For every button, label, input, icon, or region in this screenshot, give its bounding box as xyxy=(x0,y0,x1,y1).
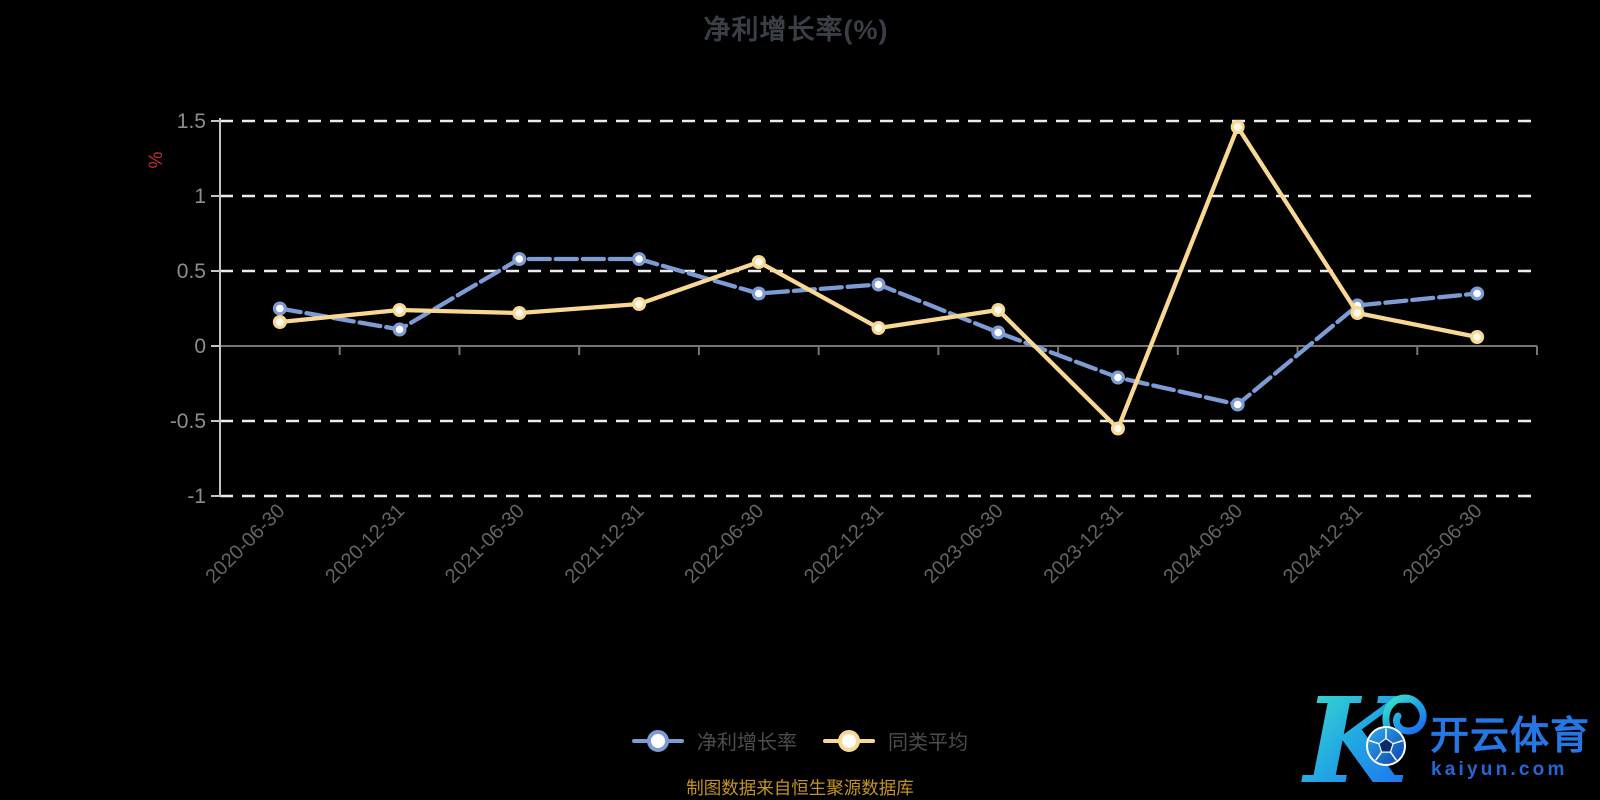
data-point-marker xyxy=(392,322,407,337)
data-point-marker xyxy=(1230,397,1245,412)
legend-marker-net-profit-growth xyxy=(632,729,684,752)
legend-marker-dot xyxy=(838,729,860,752)
data-point-marker xyxy=(991,303,1006,318)
data-point-marker xyxy=(1350,306,1365,321)
soccer-ball-icon xyxy=(1366,726,1406,766)
y-axis-tick-label: 0.5 xyxy=(177,260,206,283)
data-point-marker xyxy=(871,277,886,292)
data-point-marker xyxy=(272,315,287,330)
y-axis-tick-label: -1 xyxy=(187,485,206,508)
x-axis-label: 2023-12-31 xyxy=(1040,500,1128,588)
logo-brand-text: 开云体育 xyxy=(1430,715,1590,758)
data-point-marker xyxy=(1470,286,1485,301)
chart-legend: 净利增长率 同类平均 xyxy=(0,726,1600,755)
x-axis-label: 2020-06-30 xyxy=(201,500,289,588)
y-axis-tick-label: 1.5 xyxy=(177,110,206,133)
legend-item-net-profit-growth[interactable]: 净利增长率 xyxy=(632,726,797,755)
data-point-marker xyxy=(392,303,407,318)
data-point-marker xyxy=(632,297,647,312)
data-point-marker xyxy=(512,252,527,267)
legend-marker-peer-average xyxy=(823,729,875,752)
legend-marker-dot xyxy=(647,729,669,752)
kaiyun-logo[interactable]: K 开云体育 kaiyun.com xyxy=(1290,660,1600,800)
x-axis-label: 2023-06-30 xyxy=(920,500,1008,588)
data-point-marker xyxy=(751,255,766,270)
x-axis-label: 2021-06-30 xyxy=(441,500,529,588)
data-point-marker xyxy=(632,252,647,267)
y-axis-tick-label: 1 xyxy=(194,185,206,208)
logo-swirl-icon xyxy=(1382,694,1427,736)
legend-item-peer-average[interactable]: 同类平均 xyxy=(823,726,968,755)
y-axis-tick-label: -0.5 xyxy=(170,410,206,433)
x-axis-label: 2024-12-31 xyxy=(1279,500,1367,588)
data-point-marker xyxy=(871,321,886,336)
x-axis-label: 2021-12-31 xyxy=(561,500,649,588)
chart-title: 净利增长率(%) xyxy=(703,15,889,45)
legend-label-peer-average: 同类平均 xyxy=(888,732,968,754)
data-point-marker xyxy=(1110,370,1125,385)
x-axis-label: 2022-06-30 xyxy=(680,500,768,588)
y-axis-tick-label: 0 xyxy=(194,335,206,358)
data-point-marker xyxy=(991,325,1006,340)
data-point-marker xyxy=(751,286,766,301)
data-point-marker xyxy=(1230,119,1245,134)
data-source-caption: 制图数据来自恒生聚源数据库 xyxy=(686,778,914,798)
data-point-marker xyxy=(1470,330,1485,345)
x-axis-label: 2024-06-30 xyxy=(1159,500,1247,588)
data-point-marker xyxy=(272,301,287,316)
data-point-marker xyxy=(1110,421,1125,436)
x-axis-label: 2022-12-31 xyxy=(800,500,888,588)
legend-label-net-profit-growth: 净利增长率 xyxy=(697,732,797,754)
logo-domain-text: kaiyun.com xyxy=(1431,759,1568,780)
x-axis-label: 2020-12-31 xyxy=(321,500,409,588)
x-axis-label: 2025-06-30 xyxy=(1399,500,1487,588)
data-point-marker xyxy=(512,306,527,321)
